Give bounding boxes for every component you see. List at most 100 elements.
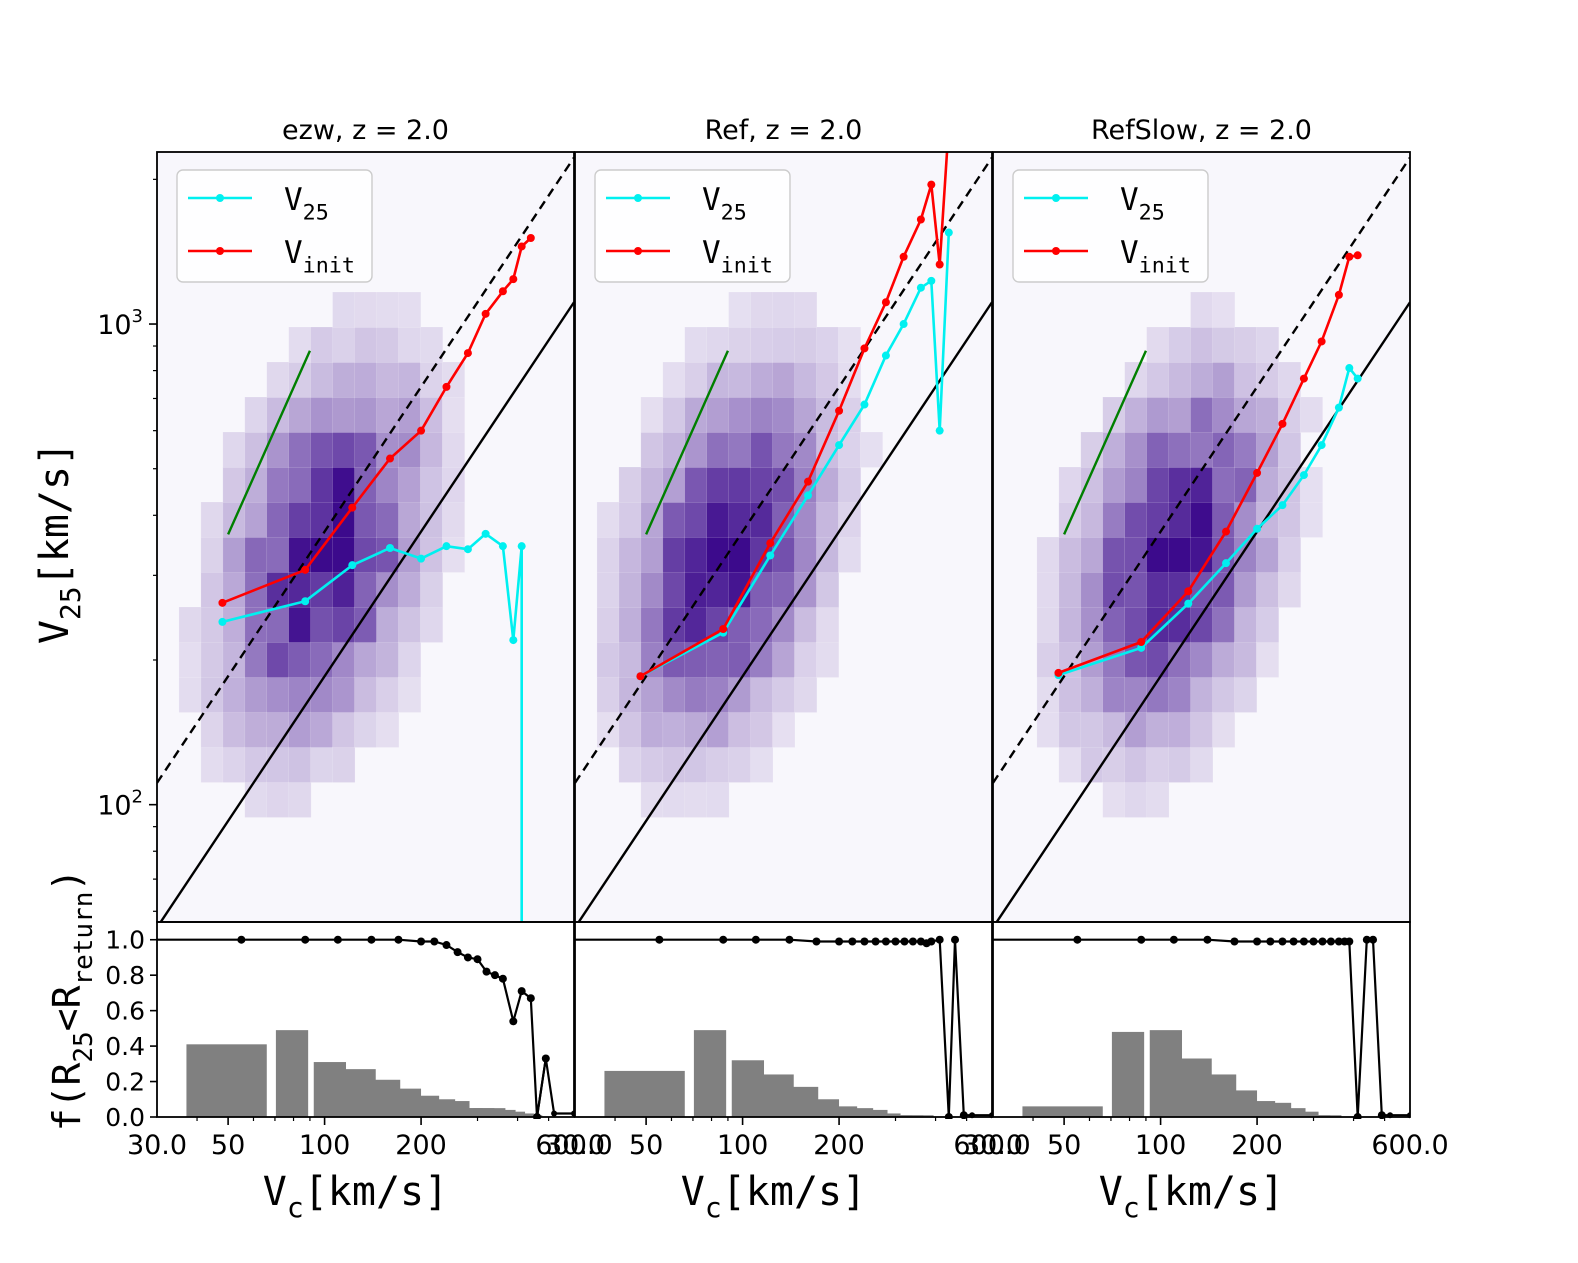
vinit-point <box>860 344 869 353</box>
fraction-point <box>719 935 728 944</box>
heatmap-cell <box>1190 361 1214 398</box>
histogram-bar <box>604 1070 685 1117</box>
v25-point <box>860 400 869 409</box>
fraction-tail-line <box>535 1058 574 1118</box>
heatmap-cell <box>750 571 774 608</box>
heatmap-cell <box>1102 606 1126 643</box>
x-edge-left-label: 30.0 <box>545 1130 605 1161</box>
heatmap-cell <box>794 571 818 608</box>
heatmap-cell <box>1168 326 1192 363</box>
heatmap-cell <box>750 676 774 713</box>
heatmap-cell <box>200 676 224 713</box>
heatmap-cell <box>1124 676 1148 713</box>
heatmap-cell <box>1080 431 1104 468</box>
fraction-y-tick-label: 0.0 <box>105 1103 145 1132</box>
x-edge-left-label: 30.0 <box>127 1130 187 1161</box>
v25-point <box>417 554 426 563</box>
heatmap-cell <box>772 396 796 433</box>
v25-point <box>935 426 944 435</box>
heatmap-cell <box>1102 536 1126 573</box>
heatmap-cell <box>750 746 774 783</box>
panel-bottom-frame-2 <box>574 921 993 1118</box>
fraction-y-tick-label: 0.2 <box>105 1068 145 1097</box>
fraction-point <box>1253 937 1262 946</box>
heatmap-cell <box>684 326 708 363</box>
heatmap-cell <box>376 326 400 363</box>
panel-fraction-1 <box>157 935 574 1119</box>
heatmap-cell <box>618 606 642 643</box>
histogram-bar <box>313 1062 347 1117</box>
x-edge-left-label: 30.0 <box>963 1130 1023 1161</box>
heatmap-cell <box>618 676 642 713</box>
heatmap-cell <box>288 501 312 538</box>
heatmap-cell <box>1212 641 1236 678</box>
v25-point <box>944 228 953 237</box>
heatmap-cell <box>706 641 730 678</box>
fraction-point <box>951 935 960 944</box>
heatmap-cell <box>178 676 202 713</box>
heatmap-cell <box>420 606 444 643</box>
fraction-point <box>1299 937 1308 946</box>
panel-reference-lines-2 <box>575 156 992 922</box>
heatmap-cell <box>794 501 818 538</box>
heatmap-cell <box>1080 676 1104 713</box>
heatmap-cell <box>1190 746 1214 783</box>
heatmap-cell <box>398 641 422 678</box>
v25-line <box>222 532 524 922</box>
heatmap-cell <box>662 606 686 643</box>
heatmap-cell <box>662 571 686 608</box>
vinit-point <box>481 309 490 318</box>
heatmap-cell <box>1036 676 1060 713</box>
v25-point <box>1253 524 1262 533</box>
heatmap-cell <box>728 746 752 783</box>
legend-label: Vinit <box>284 235 355 278</box>
heatmap-cell <box>398 676 422 713</box>
fraction-point <box>517 987 526 996</box>
heatmap-cell <box>398 291 422 328</box>
heatmap-cell <box>1124 431 1148 468</box>
heatmap-cell <box>1124 746 1148 783</box>
v25-point <box>835 441 844 450</box>
panel-title: ezw, z = 2.0 <box>282 115 449 146</box>
heatmap-cell <box>376 676 400 713</box>
heatmap-cell <box>662 501 686 538</box>
heatmap-cell <box>1146 746 1170 783</box>
vinit-point <box>517 242 526 251</box>
heatmap-cell <box>1212 361 1236 398</box>
vinit-point <box>1184 587 1193 596</box>
heatmap-cell <box>1102 746 1126 783</box>
heatmap-cell <box>288 676 312 713</box>
heatmap-cell <box>1146 641 1170 678</box>
heatmap-cell <box>750 711 774 748</box>
x-axis-label: Vc[km/s] <box>263 1169 448 1224</box>
heatmap-cell <box>1146 326 1170 363</box>
x-edge-right-label: 600.0 <box>535 1130 612 1161</box>
heatmap-cell <box>1036 571 1060 608</box>
heatmap-cell <box>662 711 686 748</box>
heatmap-cell <box>310 711 334 748</box>
heatmap-cell <box>728 641 752 678</box>
y-tick-label: 102 <box>97 787 143 822</box>
vinit-point <box>386 454 395 463</box>
heatmap-cell <box>728 501 752 538</box>
heatmap-cell <box>728 326 752 363</box>
v25-point <box>442 542 451 551</box>
heatmap-cell <box>1146 536 1170 573</box>
heatmap-cell <box>706 711 730 748</box>
panel-series-2 <box>636 152 953 681</box>
histogram-bar <box>731 1060 765 1117</box>
heatmap-cell <box>596 536 620 573</box>
heatmap-cell <box>1102 466 1126 503</box>
heatmap-cell <box>1124 711 1148 748</box>
heatmap-cell <box>684 361 708 398</box>
fraction-point <box>1362 935 1371 944</box>
solid-reference-line <box>577 301 992 922</box>
legend-1: V25 Vinit <box>176 169 373 283</box>
heatmap-cell <box>266 746 290 783</box>
heatmap-cell <box>376 711 400 748</box>
heatmap-cell <box>222 606 246 643</box>
heatmap-cell <box>1036 536 1060 573</box>
heatmap-cell <box>838 536 862 573</box>
heatmap-cell <box>398 606 422 643</box>
